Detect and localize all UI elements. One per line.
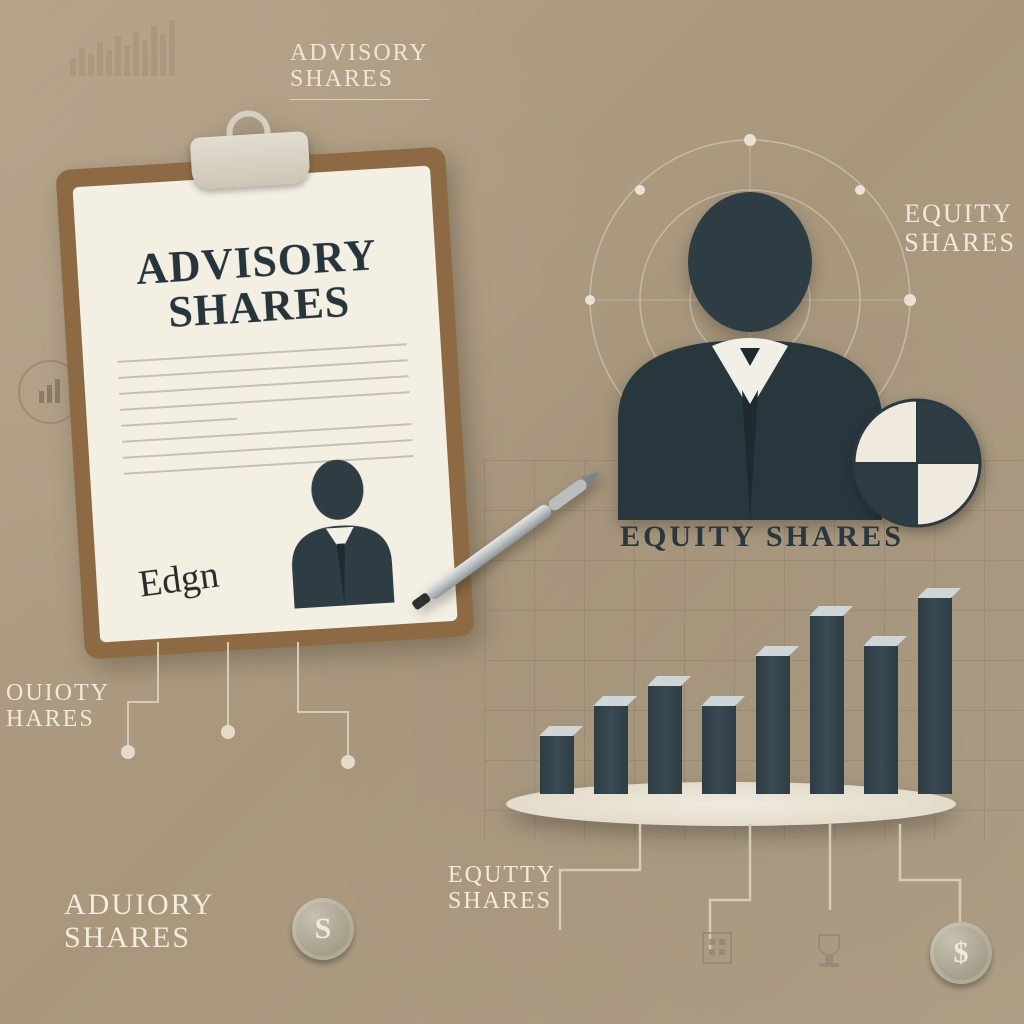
label-text: OUIOTY: [6, 680, 110, 706]
clipboard-connectors: [118, 642, 418, 782]
title-line: SHARES: [167, 277, 352, 337]
bar: [864, 644, 898, 794]
platform-connectors: [520, 820, 990, 1000]
coin-icon: S: [292, 898, 354, 960]
label-text: SHARES: [290, 66, 430, 92]
bar: [594, 704, 628, 794]
clipboard-title: ADVISORY SHARES: [110, 231, 405, 338]
bar: [810, 614, 844, 794]
label-text: SHARES: [448, 888, 556, 914]
bar-chart: [540, 596, 952, 794]
label-aduiory: ADUIORY SHARES: [64, 888, 215, 954]
clipboard-clip-icon: [190, 131, 311, 190]
signature: Edgn: [136, 553, 221, 607]
clipboard-paper: ADVISORY SHARES Edgn: [72, 165, 457, 642]
bar: [648, 684, 682, 794]
bar: [756, 654, 790, 794]
label-text: ADVISORY: [290, 40, 430, 66]
trophy-icon: [800, 920, 858, 978]
label-text: ADUIORY: [64, 888, 215, 921]
dollar-coin-icon: $: [930, 922, 992, 984]
bar: [702, 704, 736, 794]
label-equtty: EQUTTY SHARES: [448, 862, 556, 915]
coin-symbol: $: [954, 936, 969, 970]
decorative-bars-icon: [70, 20, 175, 76]
equity-subtitle: EQUITY SHARES: [612, 520, 912, 554]
bar: [918, 596, 952, 794]
label-ouioty: OUIOTY HARES: [6, 680, 110, 733]
pie-chart-icon: [852, 398, 982, 528]
coin-symbol: S: [315, 912, 332, 946]
bar: [540, 734, 574, 794]
label-advisory-top: ADVISORY SHARES: [290, 40, 430, 100]
building-icon: [688, 916, 746, 974]
label-text: EQUTTY: [448, 862, 556, 888]
person-silhouette-small-icon: [275, 452, 404, 609]
clipboard: ADVISORY SHARES Edgn: [55, 147, 474, 660]
label-text: HARES: [6, 706, 110, 732]
label-text: SHARES: [64, 921, 215, 954]
